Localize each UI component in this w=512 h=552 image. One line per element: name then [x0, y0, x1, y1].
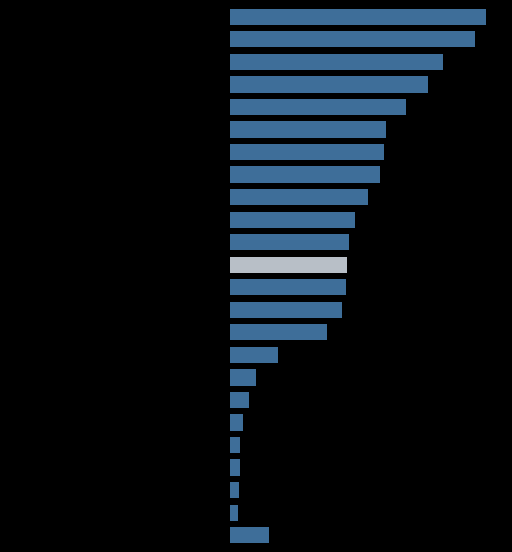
Bar [230, 482, 239, 498]
Bar [230, 347, 278, 363]
Bar [230, 369, 256, 385]
Bar [230, 392, 249, 408]
Bar [230, 279, 346, 295]
Bar [230, 54, 442, 70]
Bar [230, 527, 269, 543]
Bar [230, 9, 486, 25]
Bar [230, 76, 428, 93]
Bar [230, 302, 342, 318]
Bar [230, 167, 380, 183]
Bar [230, 121, 386, 137]
Bar [230, 257, 348, 273]
Bar [230, 99, 406, 115]
Bar [230, 459, 240, 476]
Bar [230, 415, 243, 431]
Bar [230, 189, 368, 205]
Bar [230, 144, 384, 160]
Bar [230, 505, 238, 521]
Bar [230, 324, 327, 341]
Bar [230, 437, 241, 453]
Bar [230, 211, 355, 228]
Bar [230, 234, 349, 250]
Bar [230, 31, 476, 47]
